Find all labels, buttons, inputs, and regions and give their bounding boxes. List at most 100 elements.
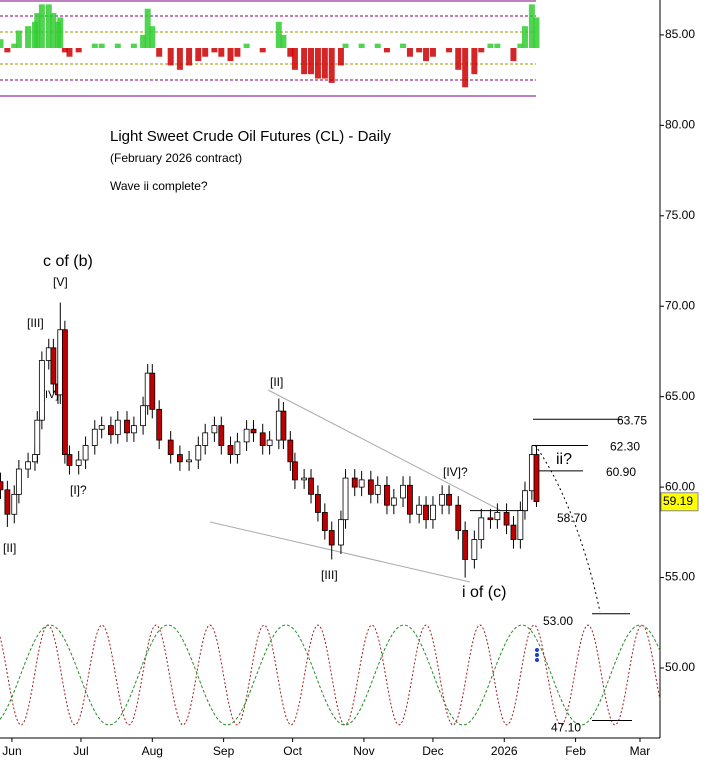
candle-body [243,428,250,443]
oscillator-bar [471,48,478,75]
candle-body [510,524,517,540]
oscillator-bar [301,48,308,75]
candle-body [195,445,202,461]
candle-body [315,493,321,513]
oscillator-bar [275,21,282,48]
wave-label: [III] [27,316,44,330]
candle-body [15,468,22,495]
candle-body [98,425,105,430]
oscillator-bar [510,48,517,62]
candle-body [390,497,397,506]
x-tick-label: Sep [213,744,235,758]
oscillator-bar [4,48,11,53]
candle-body [384,484,390,506]
oscillator-bar [455,48,462,70]
oscillator-bar [328,48,335,83]
last-price-label: 59.19 [663,494,693,508]
candle-body [124,419,130,434]
oscillator-bar [291,48,298,70]
candle-body [34,419,41,455]
candle-body [328,530,335,546]
oscillator-bar [186,48,193,66]
candle-body [439,493,446,506]
candle-body [471,539,478,560]
oscillator-bar [487,43,494,48]
oscillator-bar [494,43,501,48]
candle-body [11,493,18,515]
oscillator-bar [521,26,528,48]
oscillator-bar [478,48,485,53]
oscillator-bar [130,43,137,48]
candle-body [416,504,423,515]
oscillator-bar [144,8,151,49]
candle-body [321,512,328,531]
cycle-marker [535,658,539,662]
candle-body [301,477,308,481]
candle-body [66,454,73,466]
annotation: Wave ii complete? [110,179,208,193]
candle-body [50,347,57,385]
candle-body [91,428,98,446]
y-tick-label: 50.00 [665,660,695,674]
level-label: 63.75 [617,413,647,427]
candle-body [374,484,381,495]
oscillator-bar [528,4,535,49]
wave-label: [V] [53,275,68,289]
y-tick-label: 55.00 [665,570,695,584]
cycle-marker [535,648,539,652]
candle-body [266,439,273,446]
candle-body [462,530,469,560]
level-label: 53.00 [543,614,573,628]
y-tick-label: 75.00 [665,208,695,222]
candle-body [351,477,358,488]
oscillator-bar [167,48,174,66]
oscillator-bar [280,34,287,48]
candle-body [494,512,501,521]
candle-body [259,432,266,446]
candle-body [287,439,294,463]
wave-label: [IV]? [443,465,468,479]
oscillator-bar [227,48,234,62]
y-tick-label: 60.00 [665,479,695,493]
candle-body [38,360,45,421]
candle-body [176,454,183,463]
candle-body [25,461,31,470]
candle-body [367,479,374,495]
wave-label: [IV] [42,389,59,401]
y-tick-label: 65.00 [665,389,695,403]
candle-body [400,484,406,499]
candle-body [522,490,528,512]
candle-body [0,481,4,491]
candle-body [4,489,11,515]
oscillator-bar [114,43,121,48]
candle-body [455,504,462,531]
candle-body [503,512,510,526]
x-tick-label: Oct [283,744,302,758]
candle-body [533,454,540,502]
last-price-tag [660,492,699,512]
wave-label: i of (c) [462,584,506,601]
candle-body [75,459,82,466]
oscillator-bar [202,48,209,57]
subtitle: (February 2026 contract) [110,151,242,165]
oscillator-bar [321,48,328,79]
oscillator-bar [423,48,430,62]
x-tick-label: Feb [565,744,586,758]
candle-body [218,425,225,446]
candle-body [487,517,494,521]
candle-body [156,408,163,441]
oscillator-bar [234,48,241,57]
oscillator-bar [314,48,321,79]
candle-body [114,419,121,436]
wave-label: ii? [556,451,572,468]
oscillator-bar [337,48,344,66]
oscillator-bar [11,43,18,48]
candle-body [140,405,146,427]
oscillator-bar [57,17,64,48]
candle-body [227,445,234,455]
level-label: 58.70 [557,511,587,525]
candle-body [407,484,413,515]
candle-body [517,510,524,540]
